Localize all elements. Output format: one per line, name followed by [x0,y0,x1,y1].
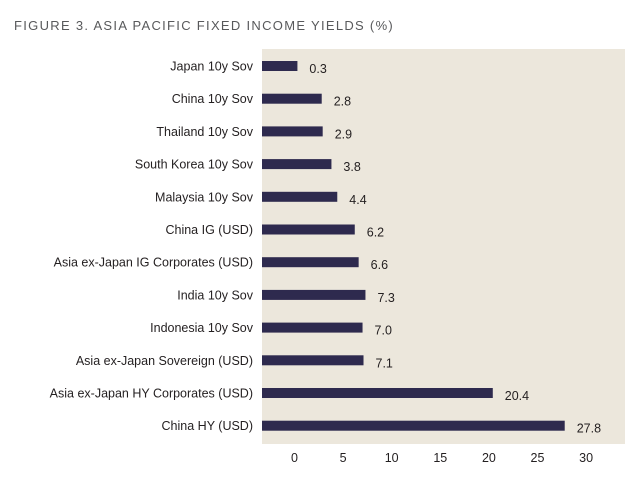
category-label: Thailand 10y Sov [156,125,253,139]
value-label: 7.0 [375,324,392,338]
category-label: India 10y Sov [177,288,253,302]
category-label: Asia ex-Japan IG Corporates (USD) [54,256,253,270]
bar [262,93,322,104]
labels-layer: Japan 10y Sov 0.3 China 10y Sov 2.8 Thailand… [50,60,601,436]
bar [262,224,355,235]
x-tick-label: 15 [433,451,447,465]
bars-layer [262,61,565,431]
category-label: China HY (USD) [162,419,253,433]
value-label: 6.2 [367,226,384,240]
chart-title: FIGURE 3. ASIA PACIFIC FIXED INCOME YIEL… [14,18,395,33]
category-label: Japan 10y Sov [170,60,253,74]
bar [262,126,323,137]
bar [262,322,363,333]
category-label: Indonesia 10y Sov [150,321,254,335]
category-label: Asia ex-Japan Sovereign (USD) [76,354,253,368]
x-tick-label: 10 [385,451,399,465]
value-label: 7.3 [377,291,394,305]
bar [262,159,332,170]
bar [262,355,364,366]
value-label: 2.8 [334,95,351,109]
bar [262,289,366,300]
value-label: 0.3 [309,62,326,76]
value-label: 2.9 [335,127,352,141]
category-label: China IG (USD) [165,223,253,237]
x-tick-label: 20 [482,451,496,465]
value-label: 20.4 [505,389,529,403]
category-label: Malaysia 10y Sov [155,190,254,204]
x-tick-label: 30 [579,451,593,465]
value-label: 3.8 [343,160,360,174]
bar [262,388,493,398]
value-label: 4.4 [349,193,366,207]
bar [262,191,338,202]
x-axis: 0 5 10 15 20 25 30 [291,451,593,465]
value-label: 6.6 [371,258,388,272]
bar [262,420,565,431]
category-label: China 10y Sov [172,92,254,106]
category-label: Asia ex-Japan HY Corporates (USD) [50,387,253,401]
bar [262,257,359,268]
category-label: South Korea 10y Sov [135,158,254,172]
plot-background [262,49,625,444]
x-tick-label: 5 [340,451,347,465]
value-label: 27.8 [577,422,601,436]
x-tick-label: 0 [291,451,298,465]
x-tick-label: 25 [531,451,545,465]
bar [262,61,298,71]
value-label: 7.1 [376,356,393,370]
